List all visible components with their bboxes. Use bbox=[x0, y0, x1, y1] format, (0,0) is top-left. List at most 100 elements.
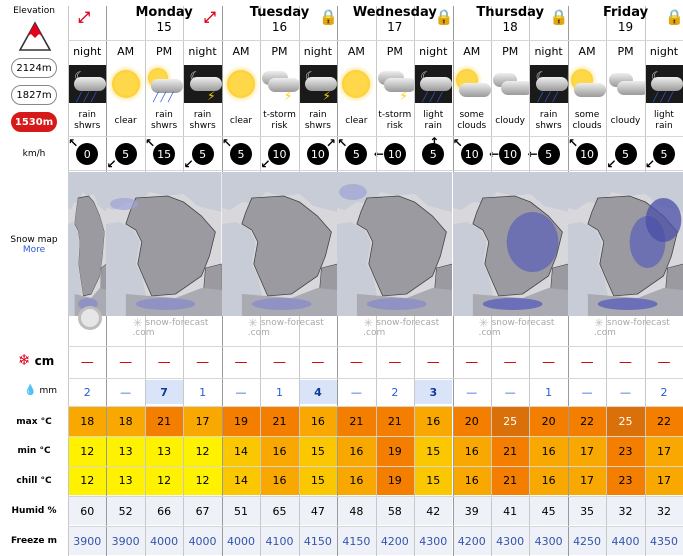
rain-value: 2 bbox=[391, 385, 399, 399]
map-graphic bbox=[567, 172, 683, 316]
icon-part bbox=[616, 81, 649, 95]
humidity-value: 41 bbox=[490, 497, 530, 525]
day-header: Monday 15 bbox=[106, 6, 221, 40]
snow-map-image[interactable] bbox=[221, 172, 338, 316]
icon-part bbox=[383, 78, 416, 92]
forecast-column: PM ⚡ t-storm risk 10 ↙ —1 21 16 16 65 4100 bbox=[260, 0, 301, 556]
snow-value: — bbox=[503, 354, 517, 370]
icon-part: ⚡ bbox=[284, 89, 293, 103]
wind-speed-badge: 5 ← bbox=[528, 143, 560, 165]
night-cloud-rain-icon: ☾╱╱╱ bbox=[644, 65, 683, 103]
weather-icon-cell bbox=[453, 64, 491, 104]
min-temp-value: 16 bbox=[529, 437, 568, 466]
lock-icon[interactable]: 🔒 bbox=[665, 8, 683, 26]
cloud-storm-icon: ⚡ bbox=[376, 65, 416, 103]
snow-value: — bbox=[580, 354, 594, 370]
elevation-bottom-button[interactable]: 1530m bbox=[11, 112, 57, 132]
weather-summary: clear bbox=[229, 115, 253, 126]
rain-value: — bbox=[120, 385, 132, 399]
elevation-mid-label: 1827m bbox=[16, 89, 52, 101]
map-play-icon[interactable] bbox=[78, 306, 102, 330]
forecast-column: PM ╱╱╱ rain shwrs 15 ↖ —7 21 13 12 66 4000 bbox=[144, 0, 184, 556]
weather-summary: rain shwrs bbox=[74, 110, 101, 131]
period-label: night bbox=[188, 44, 217, 58]
chill-temp-value: 12 bbox=[68, 466, 107, 495]
wind-speed-badge: 10 ← bbox=[374, 143, 406, 165]
weather-summary: light rain bbox=[423, 110, 444, 131]
expand-icon[interactable]: ⤢ bbox=[78, 8, 91, 26]
lock-icon[interactable]: 🔒 bbox=[549, 8, 569, 26]
snow-map-image[interactable] bbox=[106, 172, 222, 316]
lock-icon[interactable]: 🔒 bbox=[319, 8, 338, 26]
humidity-value: 48 bbox=[337, 497, 376, 525]
row-divider bbox=[68, 406, 683, 407]
wind-cell: 5 ↙ bbox=[606, 140, 644, 171]
humidity-value: 47 bbox=[298, 497, 338, 525]
map-graphic bbox=[68, 172, 107, 316]
sun-cloud-icon bbox=[453, 65, 491, 103]
wind-cell: 5 ↙ bbox=[106, 140, 144, 171]
day-header: Friday 19 bbox=[568, 6, 683, 40]
day-name: Wednesday bbox=[352, 5, 437, 20]
wind-cell: 5 ↖ bbox=[222, 136, 260, 168]
humidity-value: 67 bbox=[183, 497, 222, 525]
wind-speed-value: 5 bbox=[199, 147, 207, 161]
map-graphic bbox=[337, 172, 453, 316]
max-temp-value: 21 bbox=[337, 407, 376, 436]
day-name: Thursday bbox=[476, 5, 545, 20]
weather-icon-cell bbox=[491, 64, 534, 104]
humidity-value: 60 bbox=[68, 497, 107, 525]
expand-icon[interactable]: ⤢ bbox=[203, 8, 216, 26]
freeze-level-value: 4300 bbox=[490, 527, 530, 555]
forecast-column: AM some clouds 10 ↖ — —22 17 17 35 4250 bbox=[567, 0, 607, 556]
snow-map-image[interactable] bbox=[68, 172, 107, 316]
brand-watermark: ✳ snow-forecast .com bbox=[478, 317, 571, 346]
freeze-level-value: 4300 bbox=[529, 527, 568, 555]
freeze-level-value: 4000 bbox=[144, 527, 184, 555]
chill-temp-value: 19 bbox=[375, 466, 415, 495]
elevation-mid-button[interactable]: 1827m bbox=[11, 85, 57, 105]
snow-map-label: Snow map bbox=[10, 235, 58, 245]
snow-map-image[interactable] bbox=[452, 172, 568, 316]
wind-speed-value: 10 bbox=[387, 147, 402, 161]
elevation-top-label: 2124m bbox=[16, 62, 52, 74]
humidity-value: 35 bbox=[567, 497, 607, 525]
freeze-level-value: 4000 bbox=[221, 527, 261, 555]
snow-map-image[interactable] bbox=[337, 172, 453, 316]
wind-cell: 10 ↗ bbox=[299, 136, 337, 168]
weather-summary: some clouds bbox=[572, 110, 602, 131]
brand-logo-icon: ✳ bbox=[247, 316, 258, 330]
wind-speed-badge: 5 ↙ bbox=[184, 143, 214, 171]
elevation-top-button[interactable]: 2124m bbox=[11, 58, 57, 78]
max-temp-value: 16 bbox=[414, 407, 453, 436]
row-divider bbox=[68, 466, 683, 467]
forecast-column: AM clear 5 ↖ — —19 14 14 51 4000 bbox=[221, 0, 261, 556]
snow-value: — bbox=[657, 354, 671, 370]
icon-part bbox=[420, 77, 453, 91]
wind-direction-arrow-icon: ↖ bbox=[337, 136, 348, 150]
rain-value: 1 bbox=[275, 385, 283, 399]
wind-direction-arrow-icon: ↖ bbox=[452, 136, 463, 150]
rain-value: — bbox=[235, 385, 247, 399]
brand-text: snow-forecast .com bbox=[593, 318, 670, 338]
lock-icon[interactable]: 🔒 bbox=[434, 8, 454, 26]
wind-speed-value: 10 bbox=[503, 147, 518, 161]
weather-summary: rain shwrs bbox=[535, 110, 562, 131]
brand-text: snow-forecast .com bbox=[478, 318, 555, 338]
wind-speed-badge: 10 ↖ bbox=[453, 136, 483, 165]
brand-watermark: ✳ snow-forecast .com bbox=[363, 317, 455, 346]
max-temp-value: 17 bbox=[183, 407, 222, 436]
snow-map-image[interactable] bbox=[567, 172, 683, 316]
wind-direction-arrow-icon: ← bbox=[373, 147, 384, 161]
max-temp-label: max °C bbox=[16, 417, 52, 427]
max-temp-value: 20 bbox=[529, 407, 568, 436]
sun-cloud-rain-icon: ╱╱╱ bbox=[145, 65, 184, 103]
min-temp-value: 19 bbox=[375, 437, 415, 466]
snow-map-more-link[interactable]: More bbox=[22, 245, 46, 255]
weather-summary: t-storm risk bbox=[263, 110, 296, 131]
freeze-level-value: 4350 bbox=[644, 527, 683, 555]
humidity-value: 52 bbox=[106, 497, 145, 525]
